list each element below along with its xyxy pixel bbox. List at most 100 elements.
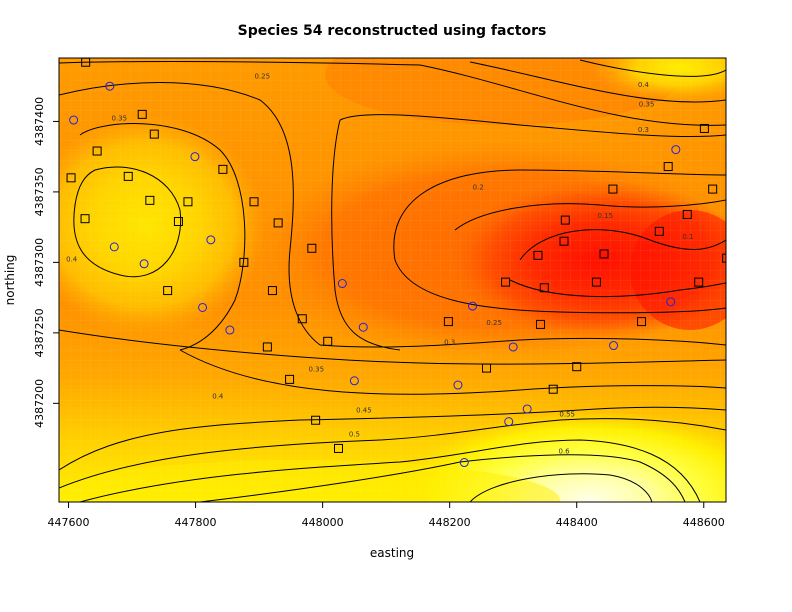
x-tick-label: 448200: [429, 516, 471, 529]
contour-label: 0.3: [638, 126, 649, 134]
y-tick-label: 4387350: [33, 167, 46, 216]
square-sample-point: [149, 129, 159, 139]
x-tick-label: 448600: [683, 516, 725, 529]
square-sample-point: [694, 277, 704, 287]
contour-line-0.3-topright: [419, 64, 726, 126]
contour-label: 0.1: [682, 233, 693, 241]
square-sample-point: [183, 197, 193, 207]
contour-label: 0.35: [112, 115, 128, 123]
circle-sample-point: [666, 297, 676, 307]
square-sample-point: [163, 286, 173, 296]
circle-sample-point: [522, 404, 532, 414]
circle-sample-point: [337, 279, 347, 289]
contour-line-0.45: [59, 418, 726, 489]
contour-label: 0.5: [349, 430, 360, 438]
square-sample-point: [533, 250, 543, 260]
square-sample-point: [699, 123, 709, 133]
contour-line-0.4-left-loop: [73, 166, 182, 278]
circle-sample-point: [504, 417, 514, 427]
contour-line-0.4-mid: [59, 406, 726, 471]
contour-label: 0.15: [598, 212, 614, 220]
heatmap-surface: [59, 58, 726, 502]
square-sample-point: [559, 236, 569, 246]
contour-line-0.4-topright: [579, 59, 726, 77]
square-sample-point: [334, 443, 344, 453]
y-tick-label: 4387250: [33, 308, 46, 357]
square-sample-point: [539, 283, 549, 293]
x-tick-label: 448400: [556, 516, 598, 529]
circle-sample-point: [190, 152, 200, 162]
square-sample-point: [267, 286, 277, 296]
contour-label: 0.55: [559, 411, 575, 419]
contour-label: 0.6: [558, 447, 570, 455]
circle-sample-point: [105, 81, 115, 91]
x-tick-label: 447800: [175, 516, 217, 529]
x-tick-label: 447600: [48, 516, 90, 529]
square-sample-point: [273, 218, 283, 228]
circle-sample-point: [459, 458, 469, 468]
square-sample-point: [663, 162, 673, 172]
contour-line-0.1: [519, 229, 726, 261]
contour-label: 0.3: [444, 339, 455, 347]
square-sample-point: [637, 317, 647, 327]
square-sample-point: [608, 184, 618, 194]
contour-line-0.15: [454, 199, 726, 231]
circle-sample-point: [349, 376, 359, 386]
contour-line-0.6: [469, 473, 653, 502]
circle-sample-point: [453, 380, 463, 390]
contour-line-0.2-lower: [394, 259, 726, 314]
square-sample-point: [262, 342, 272, 352]
square-sample-point: [311, 415, 321, 425]
x-axis-label: easting: [370, 546, 414, 560]
contour-line-0.5: [79, 439, 701, 502]
contour-line-0.35-mid: [179, 349, 726, 395]
circle-sample-point: [508, 342, 518, 352]
square-sample-point: [249, 197, 259, 207]
circle-sample-point: [468, 301, 478, 311]
chart-title: Species 54 reconstructed using factors: [238, 23, 547, 39]
contour-line-0.2: [393, 169, 726, 261]
square-sample-point: [307, 243, 317, 253]
circle-sample-point: [198, 302, 208, 312]
square-sample-point: [218, 164, 228, 174]
circle-sample-point: [609, 341, 619, 351]
square-sample-point: [297, 314, 307, 324]
contour-line-0.3-left: [331, 119, 401, 351]
square-sample-point: [123, 171, 133, 181]
contour-line-0.3-inner: [339, 114, 726, 138]
square-sample-point: [145, 195, 155, 205]
contour-label: 0.35: [308, 366, 324, 374]
square-sample-point: [536, 319, 546, 329]
square-sample-point: [682, 209, 692, 219]
contour-label: 0.25: [486, 319, 502, 327]
contour-label-layer: 0.25 0.4 0.35 0.35 0.3 0.2 0.15 0.1 0.4 0.25 0.3 0.…: [66, 72, 693, 455]
square-sample-point: [137, 109, 147, 119]
square-sample-point: [560, 215, 570, 225]
y-axis: 4387200 4387250 4387300 4387350 4387400: [33, 97, 59, 428]
square-sample-point: [173, 217, 183, 227]
y-axis-label: northing: [3, 255, 17, 306]
circle-sample-point: [139, 259, 149, 269]
circle-sample-point: [206, 235, 216, 245]
x-tick-label: 448000: [302, 516, 344, 529]
contour-line-0.55: [199, 454, 686, 502]
square-sample-point: [323, 336, 333, 346]
circle-sample-point: [358, 322, 368, 332]
contour-label: 0.25: [254, 72, 270, 80]
contour-line-0.25-top: [59, 61, 421, 66]
square-sample-point: [501, 277, 511, 287]
contour-line-0.35-left-loop: [79, 123, 246, 351]
square-sample-point: [548, 384, 558, 394]
square-sample-point: [591, 277, 601, 287]
y-tick-label: 4387400: [33, 97, 46, 146]
square-sample-point: [722, 253, 726, 263]
plot-frame: [58, 57, 727, 503]
square-sample-point: [599, 249, 609, 259]
square-sample-point: [654, 226, 664, 236]
square-sample-point: [80, 214, 90, 224]
square-sample-point: [239, 257, 249, 267]
contour-label: 0.45: [356, 406, 372, 414]
square-sample-point: [66, 173, 76, 183]
circle-sample-point: [69, 115, 79, 125]
contour-line-0.3-mid: [59, 329, 726, 365]
